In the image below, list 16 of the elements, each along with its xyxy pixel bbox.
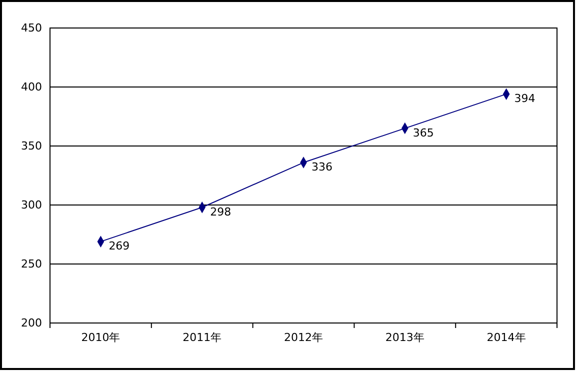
y-tick-label: 300: [21, 198, 42, 212]
x-tick-label: 2011年: [182, 330, 222, 344]
x-tick-label: 2014年: [486, 330, 526, 344]
data-label: 336: [312, 160, 332, 174]
x-tick-label: 2012年: [284, 330, 323, 344]
data-label: 394: [514, 92, 536, 106]
y-tick-label: 450: [21, 22, 42, 35]
data-label: 298: [210, 205, 232, 218]
y-tick-label: 400: [21, 80, 42, 94]
x-tick-label: 2013年: [385, 330, 424, 344]
y-tick-label: 350: [21, 140, 42, 153]
y-tick-label: 250: [21, 258, 42, 271]
data-label: 269: [108, 240, 130, 253]
data-label: 365: [412, 126, 434, 140]
y-tick-label: 200: [21, 316, 42, 330]
x-tick-label: 2010年: [81, 330, 120, 344]
